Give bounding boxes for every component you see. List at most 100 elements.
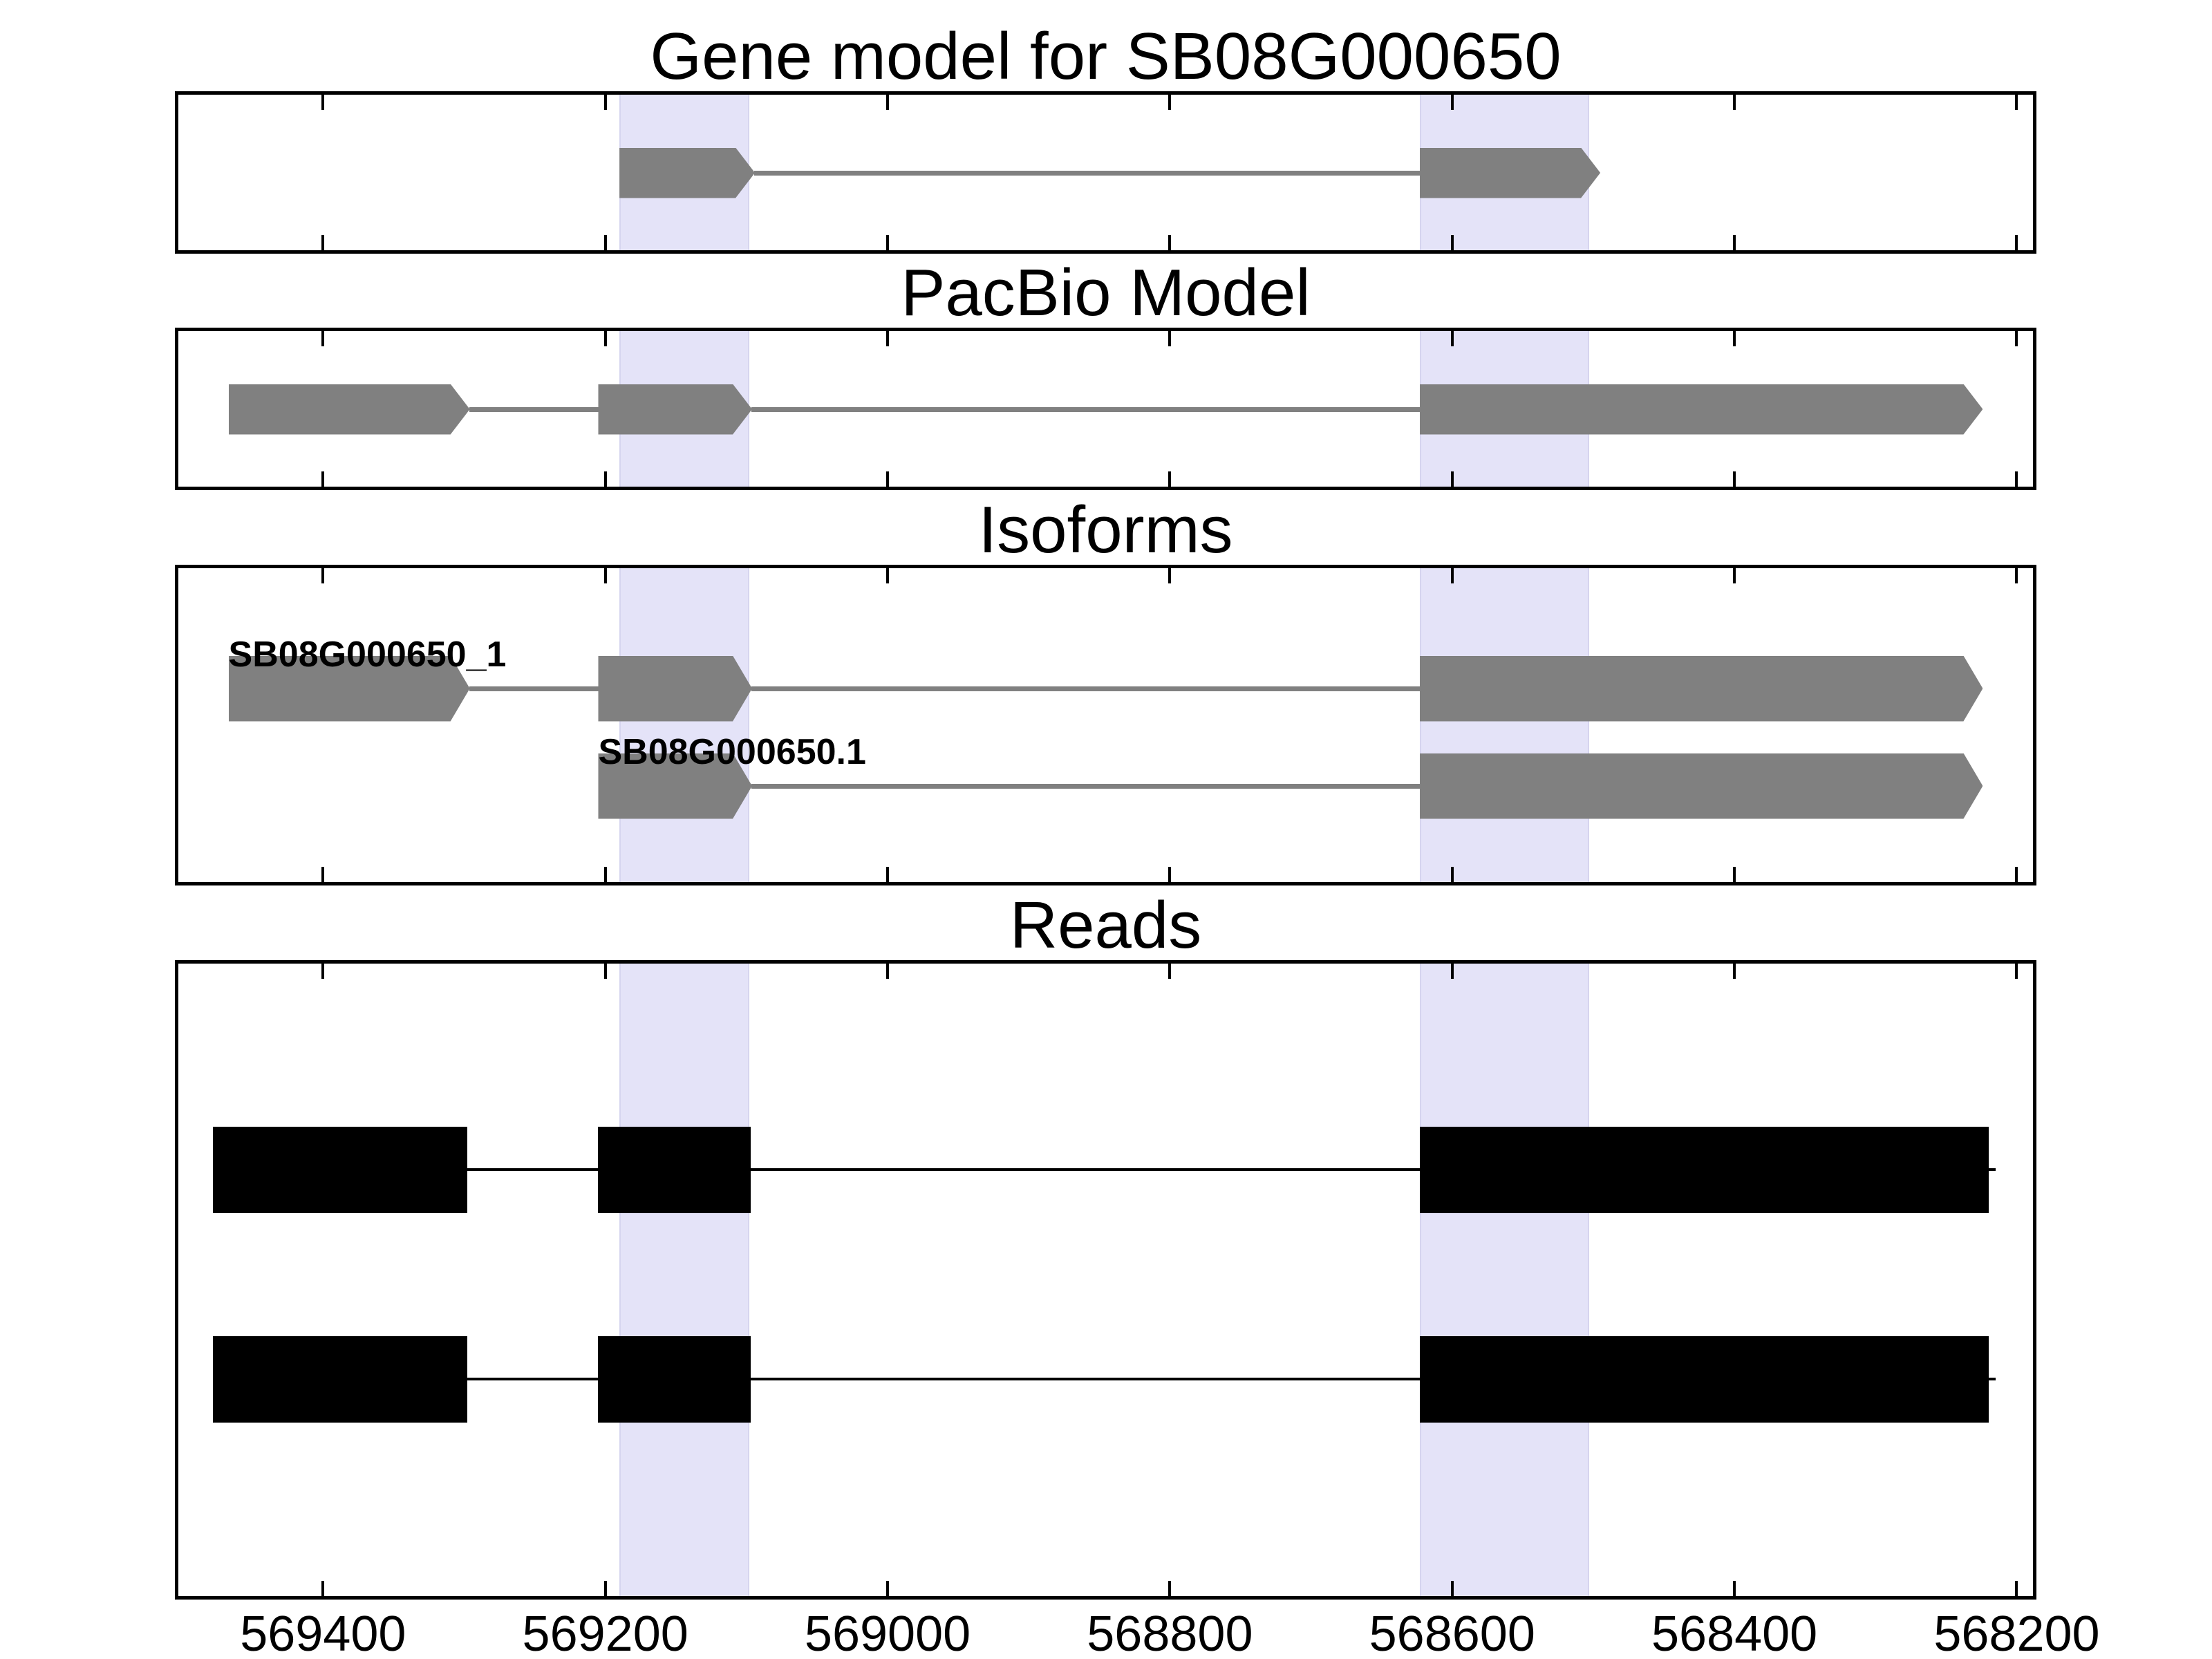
axis-tick [603,568,607,583]
axis-tick [1733,964,1736,979]
exon-arrow [228,655,470,722]
axis-tick [2015,1581,2018,1596]
panel-border [175,328,2036,490]
axis-tick [886,95,890,110]
axis-tick [1733,867,1736,882]
panel-border [175,91,2036,254]
highlight-band [1419,962,1589,1598]
intron-line [469,406,599,412]
exon-arrow [1419,147,1601,198]
axis-tick [603,235,607,250]
axis-tick [321,568,325,583]
panel-title: PacBio Model [901,256,1311,330]
axis-tick [1450,235,1454,250]
axis-tick [886,964,890,979]
axis-tick [2015,471,2018,487]
axis-tick [1450,471,1454,487]
axis-tick [321,95,325,110]
axis-tick [1733,471,1736,487]
axis-tick [1733,568,1736,583]
read-exon [213,1126,467,1213]
axis-tick [886,331,890,346]
x-tick-label: 569200 [522,1606,688,1659]
read-connector-line [749,1168,1421,1171]
axis-tick [1733,235,1736,250]
axis-tick [1450,331,1454,346]
axis-tick [603,95,607,110]
axis-tick [2015,95,2018,110]
highlight-band [1419,566,1589,884]
axis-tick [2015,867,2018,882]
axis-tick [1733,95,1736,110]
axis-tick [603,964,607,979]
read-exon [598,1335,751,1423]
axis-tick [321,235,325,250]
axis-tick [1168,964,1172,979]
axis-tick [1168,471,1172,487]
exon-arrow [1419,753,1983,819]
intron-line [751,783,1421,789]
axis-tick [1168,1581,1172,1596]
axis-tick [603,331,607,346]
exon-arrow [228,384,470,435]
panel-border [175,960,2036,1600]
read-connector-line [466,1378,599,1380]
highlight-band [619,962,749,1598]
axis-tick [603,867,607,882]
exon-arrow [1419,384,1983,435]
axis-tick [1450,867,1454,882]
axis-tick [886,235,890,250]
axis-tick [321,867,325,882]
panel-title: Gene model for SB08G000650 [650,19,1562,93]
axis-tick [886,1581,890,1596]
axis-tick [886,568,890,583]
axis-tick [1168,331,1172,346]
x-tick-label: 569400 [240,1606,406,1659]
panel-title: Reads [1009,888,1202,962]
axis-tick [1450,964,1454,979]
exon-arrow [1419,655,1983,722]
x-tick-label: 568800 [1087,1606,1253,1659]
panel-interior [176,566,2035,884]
axis-tick [2015,568,2018,583]
intron-line [469,686,599,691]
exon-arrow [598,753,752,819]
axis-tick [1450,95,1454,110]
read-exon [1419,1126,1989,1213]
axis-tick [1168,235,1172,250]
axis-tick [1168,867,1172,882]
axis-tick [1733,331,1736,346]
read-end-line [1987,1378,1996,1380]
axis-tick [321,964,325,979]
read-exon [213,1335,467,1423]
exon-arrow [598,655,752,722]
isoform-label: SB08G000650_1 [228,634,507,675]
exon-arrow [619,147,756,198]
panel-title: Isoforms [978,493,1233,567]
axis-tick [603,471,607,487]
x-tick-label: 568400 [1651,1606,1818,1659]
axis-tick [321,1581,325,1596]
axis-tick [1168,568,1172,583]
axis-tick [1168,95,1172,110]
read-end-line [1987,1168,1996,1171]
x-tick-label: 569000 [804,1606,971,1659]
axis-tick [321,331,325,346]
read-connector-line [466,1168,599,1171]
highlight-band [619,566,749,884]
axis-tick [886,471,890,487]
x-tick-label: 568200 [1933,1606,2100,1659]
read-exon [598,1126,751,1213]
axis-tick [2015,331,2018,346]
x-tick-label: 568600 [1369,1606,1535,1659]
axis-tick [886,867,890,882]
panel-border [175,565,2036,885]
panel-interior [176,962,2035,1598]
axis-tick [603,1581,607,1596]
isoform-label: SB08G000650.1 [598,731,866,772]
intron-line [754,170,1421,176]
axis-tick [1450,568,1454,583]
axis-tick [1733,1581,1736,1596]
axis-tick [1450,1581,1454,1596]
